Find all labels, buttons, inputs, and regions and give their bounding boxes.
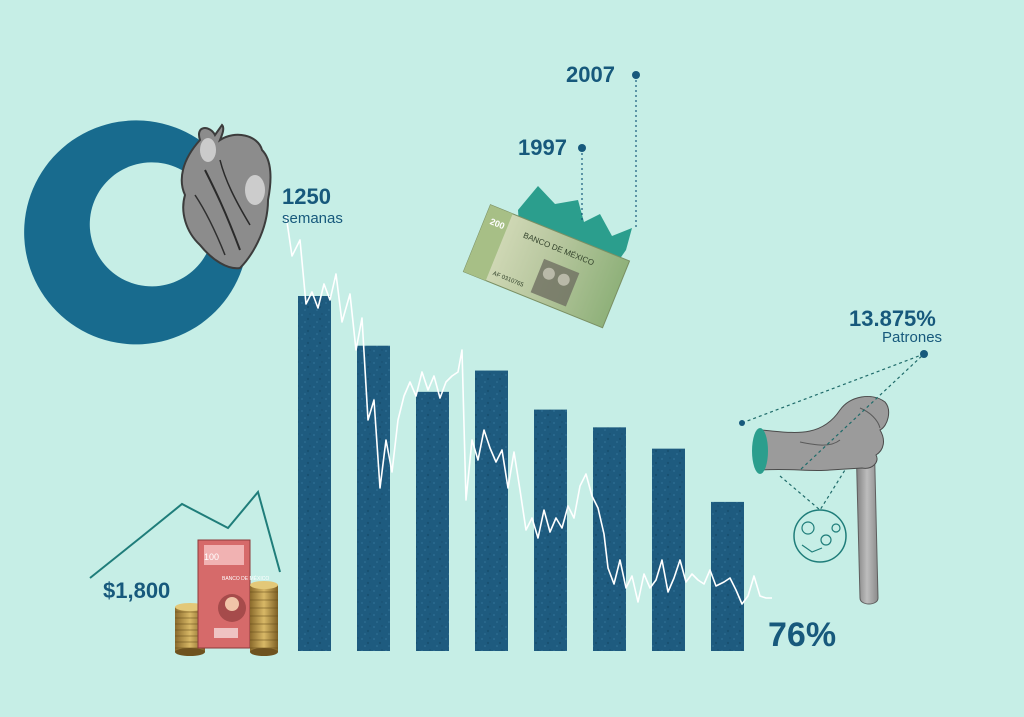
hand-cane-icon bbox=[752, 395, 890, 605]
heart-icon bbox=[180, 123, 272, 270]
year-1997-dot bbox=[578, 144, 586, 152]
weeks-unit: semanas bbox=[282, 210, 343, 227]
employer-dot bbox=[920, 350, 928, 358]
bars-group bbox=[298, 296, 744, 651]
bar-4 bbox=[475, 370, 508, 651]
banknote-100-denomination: 100 bbox=[204, 552, 219, 562]
donut-ring bbox=[24, 120, 249, 345]
bar-6 bbox=[593, 427, 626, 651]
percent-76: 76% bbox=[768, 616, 837, 654]
banknote-200-icon: 200 BANCO DE MÉXICO AF 0310765 bbox=[462, 204, 631, 329]
weeks-value: 1250 bbox=[282, 184, 331, 209]
overlay-zigzag-line bbox=[285, 214, 772, 605]
employer-rate: 13.875% bbox=[849, 306, 936, 331]
bar-8 bbox=[711, 501, 744, 651]
coin-stack-icon bbox=[250, 581, 278, 656]
bar-3 bbox=[416, 391, 449, 651]
banknote-100-bank: BANCO DE MÉXICO bbox=[222, 575, 269, 582]
pension-amount: $1,800 bbox=[103, 578, 171, 603]
teal-mountain-shape bbox=[518, 186, 632, 270]
savings-icon bbox=[793, 509, 847, 563]
bar-1 bbox=[298, 296, 331, 651]
cuff-dot bbox=[739, 420, 745, 426]
bar-7 bbox=[652, 448, 685, 651]
pension-trend-line bbox=[89, 489, 281, 579]
savings-dashed-lines bbox=[779, 469, 846, 511]
sleeve-cuff bbox=[752, 428, 768, 474]
employer-label: Patrones bbox=[882, 329, 943, 346]
year-2007-dot bbox=[632, 71, 640, 79]
year-1997-label: 1997 bbox=[518, 135, 567, 160]
bar-2 bbox=[357, 345, 390, 651]
year-2007-label: 2007 bbox=[566, 62, 615, 87]
